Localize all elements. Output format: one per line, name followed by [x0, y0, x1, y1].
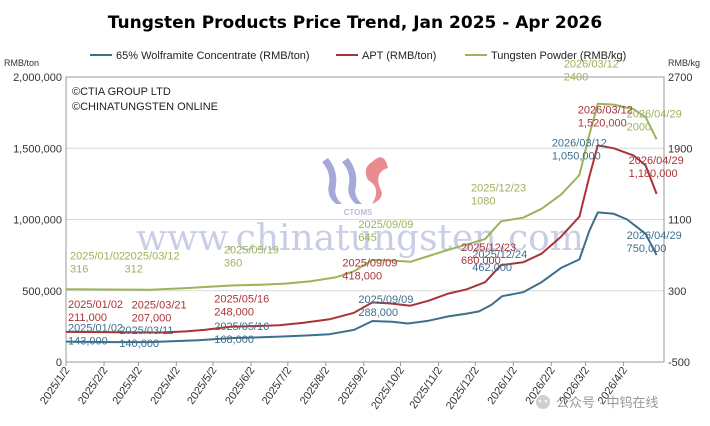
annotation-powder: 2000	[627, 121, 651, 133]
annotation-wolframite: 140,000	[119, 338, 159, 350]
annotation-apt: 2026/04/29	[629, 155, 684, 167]
ctoms-logo-icon	[322, 157, 388, 204]
plot-frame	[65, 76, 665, 363]
annotation-powder: 645	[358, 232, 376, 244]
annotation-wolframite: 2025/01/02	[68, 323, 123, 335]
annotation-apt: 1,520,000	[578, 117, 627, 129]
annotation-powder: 312	[125, 264, 143, 276]
footer-watermark: 公众号 · 中钨在线	[536, 395, 659, 410]
x-tick-label: 2025/6/2	[223, 365, 257, 407]
annotation-apt: 2026/03/12	[578, 104, 633, 116]
annotation-apt: 207,000	[132, 313, 172, 325]
annotation-powder: 2025/09/09	[358, 219, 413, 231]
annotation-powder: 360	[224, 257, 242, 269]
series-line-powder	[65, 102, 658, 291]
annotation-wolframite: 168,000	[214, 334, 254, 346]
annotation-apt: 2025/12/23	[461, 242, 516, 254]
right-tick-label: 1100	[668, 215, 692, 227]
x-tick-label: 2025/10/2	[369, 365, 407, 412]
x-tick-label: 2025/7/2	[260, 365, 294, 407]
left-tick-label: 2,000,000	[13, 72, 62, 84]
annotation-apt: 418,000	[342, 270, 382, 282]
annotation-powder: 2025/03/12	[125, 251, 180, 263]
annotation-powder: 2026/03/12	[564, 59, 619, 71]
right-tick-label: -500	[668, 357, 690, 369]
annotation-powder: 2025/05/19	[224, 244, 279, 256]
annotation-wolframite: 2026/04/29	[627, 230, 682, 242]
footer-text: 公众号 · 中钨在线	[556, 395, 659, 410]
left-axis-unit: RMB/ton	[4, 58, 39, 68]
annotation-apt: 2025/09/09	[342, 257, 397, 269]
x-tick-label: 2025/12/2	[444, 365, 482, 412]
annotation-wolframite: 2025/09/09	[358, 294, 413, 306]
watermark-url: www.chinatungsten.com	[136, 218, 584, 259]
x-tick-label: 2025/5/2	[185, 365, 219, 407]
annotation-powder: 1080	[471, 195, 495, 207]
right-tick-label: 1900	[668, 143, 692, 155]
annotation-powder: 2026/04/29	[627, 108, 682, 120]
x-tick-label: 2025/2/2	[76, 365, 110, 407]
annotation-wolframite: 288,000	[358, 307, 398, 319]
series-line-apt	[65, 144, 658, 334]
copyright-line-2: ©CHINATUNGSTEN ONLINE	[72, 101, 218, 113]
x-tick-label: 2025/1/2	[38, 365, 72, 407]
annotation-wolframite: 750,000	[627, 243, 667, 255]
annotation-apt: 211,000	[68, 312, 107, 324]
legend-label-wolframite: 65% Wolframite Concentrate (RMB/ton)	[116, 50, 310, 62]
annotation-powder: 2025/12/23	[471, 182, 526, 194]
annotation-apt: 2025/05/16	[214, 294, 269, 306]
x-tick-label: 2025/11/2	[408, 365, 445, 411]
series-layer	[65, 102, 658, 344]
left-tick-label: 500,000	[22, 286, 62, 298]
wechat-icon	[536, 395, 550, 409]
left-tick-label: 1,500,000	[13, 143, 62, 155]
watermark-logo-text: CTOMS	[344, 208, 373, 217]
right-tick-label: 300	[668, 286, 686, 298]
annotation-apt: 680,000	[461, 255, 501, 267]
annotation-powder: 2400	[564, 72, 588, 84]
annotation-powder: 2025/01/02	[70, 250, 125, 262]
annotation-wolframite: 2025/12/24	[472, 249, 527, 261]
series-line-wolframite	[65, 211, 658, 344]
x-tick-label: 2025/8/2	[298, 365, 332, 407]
annotation-wolframite: 2025/03/11	[119, 325, 173, 337]
annotation-apt: 2025/03/21	[132, 300, 187, 312]
copyright-line-1: ©CTIA GROUP LTD	[72, 86, 171, 98]
x-tick-label: 2025/4/2	[148, 365, 182, 407]
legend-label-apt: APT (RMB/ton)	[362, 50, 436, 62]
watermark: CTOMS www.chinatungsten.com	[136, 157, 584, 259]
annotation-wolframite: 462,000	[472, 262, 512, 274]
legend: 65% Wolframite Concentrate (RMB/ton) APT…	[90, 50, 626, 62]
annotation-layer: 2025/01/023162025/03/123122025/05/193602…	[68, 59, 684, 350]
left-tick-label: 0	[56, 357, 62, 369]
left-tick-label: 1,000,000	[13, 215, 62, 227]
annotation-apt: 248,000	[214, 307, 254, 319]
annotation-apt: 2025/01/02	[68, 299, 123, 311]
x-tick-label: 2026/1/2	[485, 365, 519, 407]
annotation-powder: 316	[70, 263, 88, 275]
x-tick-label: 2025/9/2	[336, 365, 370, 407]
right-axis-unit: RMB/kg	[668, 58, 700, 68]
x-tick-label: 2025/3/2	[110, 365, 144, 407]
grid	[66, 147, 664, 292]
annotation-wolframite: 2025/05/16	[214, 321, 269, 333]
right-tick-label: 2700	[668, 72, 692, 84]
annotation-wolframite: 2026/03/12	[552, 137, 607, 149]
annotation-wolframite: 1,050,000	[552, 150, 601, 162]
legend-label-powder: Tungsten Powder (RMB/kg)	[491, 50, 626, 62]
chart-title: Tungsten Products Price Trend, Jan 2025 …	[108, 13, 602, 33]
annotation-wolframite: 143,000	[68, 336, 108, 348]
annotation-apt: 1,180,000	[629, 168, 678, 180]
